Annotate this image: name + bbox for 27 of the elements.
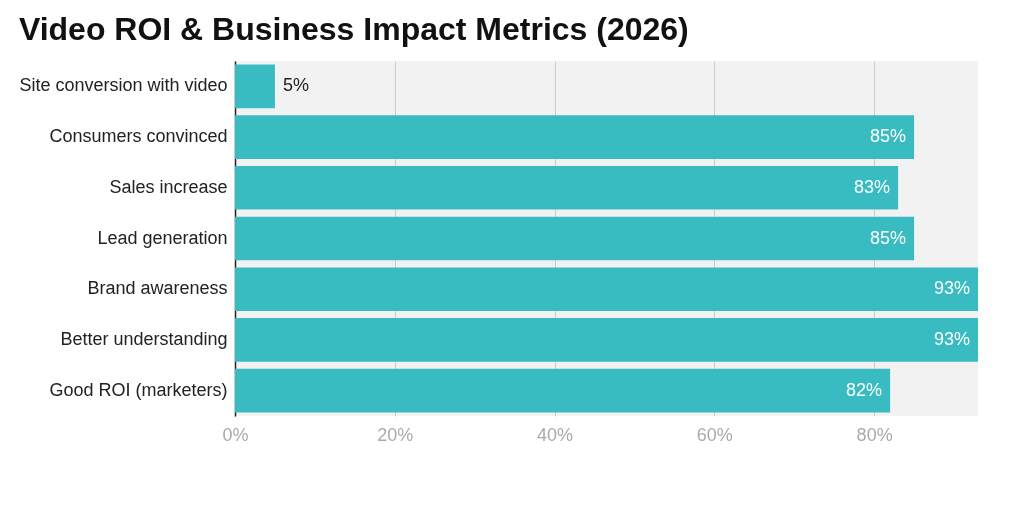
data-label: 93% [933, 278, 970, 299]
y-tick-label: Site conversion with video [19, 75, 228, 96]
y-tick-label: Sales increase [109, 176, 228, 197]
bar [235, 318, 978, 362]
data-label: 85% [870, 126, 907, 147]
y-tick-label: Lead generation [97, 227, 228, 248]
bar [235, 64, 275, 109]
chart-title: Video ROI & Business Impact Metrics (2026) [18, 11, 689, 47]
y-tick-label: Better understanding [60, 328, 228, 349]
y-tick-label: Good ROI (marketers) [49, 379, 228, 400]
bar [235, 115, 915, 159]
data-label: 85% [870, 227, 907, 248]
bar [235, 165, 899, 210]
bar [235, 368, 891, 413]
x-tick-label: 40% [537, 424, 574, 445]
x-tick-label: 80% [856, 424, 893, 445]
x-tick-label: 0% [222, 424, 249, 445]
data-label: 93% [933, 328, 970, 349]
data-label: 5% [282, 75, 309, 96]
x-tick-label: 60% [696, 424, 733, 445]
y-tick-label: Consumers convinced [49, 126, 228, 147]
x-tick-label: 20% [377, 424, 414, 445]
y-tick-label: Brand awareness [87, 278, 228, 299]
data-label: 82% [846, 379, 883, 400]
bar [235, 267, 978, 312]
data-label: 83% [854, 176, 891, 197]
bar [235, 216, 915, 261]
